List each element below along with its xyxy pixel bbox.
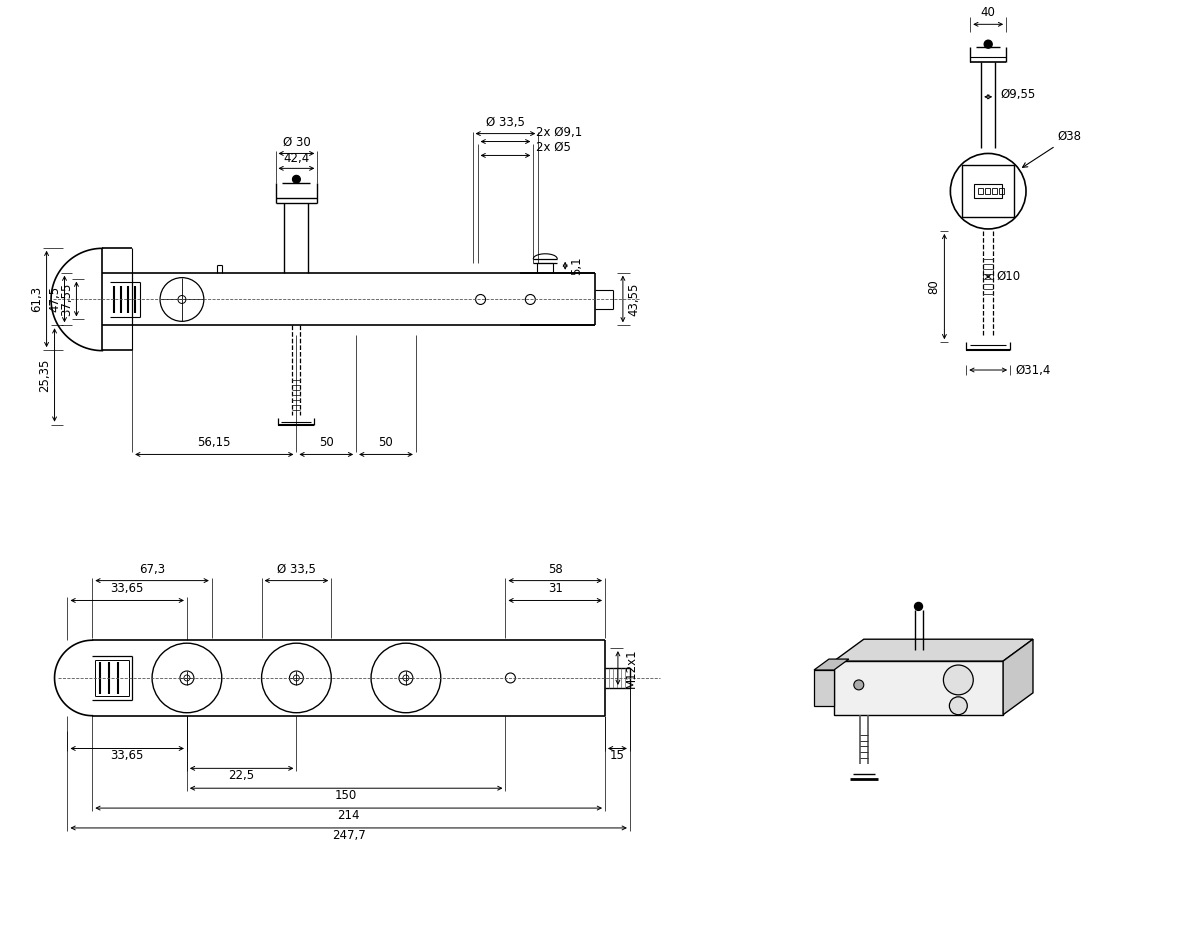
Text: M12x1: M12x1 [625,648,638,688]
Text: 22,5: 22,5 [229,769,254,782]
Bar [962,165,1014,217]
Text: Ø31,4: Ø31,4 [1015,363,1050,377]
Text: 2x Ø5: 2x Ø5 [536,141,571,153]
Text: 2x Ø9,1: 2x Ø9,1 [536,126,582,139]
Text: 50: 50 [319,437,334,450]
Circle shape [943,665,973,695]
Circle shape [184,675,190,681]
Bar [985,188,990,194]
Circle shape [293,176,300,183]
Text: 31: 31 [547,582,563,595]
Text: 247,7: 247,7 [331,829,366,842]
Text: 50: 50 [379,437,394,450]
Circle shape [984,40,992,48]
Text: 40: 40 [980,7,996,20]
Text: 61,3: 61,3 [30,285,43,312]
Text: 25,35: 25,35 [38,359,52,392]
Text: 33,65: 33,65 [110,749,144,762]
Text: 56,15: 56,15 [198,437,232,450]
Text: Ø9,55: Ø9,55 [1000,88,1036,101]
Bar [974,184,1002,198]
Text: 47,5: 47,5 [48,285,61,312]
Polygon shape [814,659,848,670]
Text: Ø 33,5: Ø 33,5 [277,562,316,576]
Text: 214: 214 [337,809,360,822]
Circle shape [403,675,409,681]
Text: 37,55: 37,55 [60,283,73,316]
Bar [978,188,983,194]
Polygon shape [834,661,1003,715]
Polygon shape [814,670,834,706]
Text: Ø 33,5: Ø 33,5 [486,115,524,129]
Text: 5,1: 5,1 [570,256,583,275]
Text: Ø10: Ø10 [996,270,1020,284]
Text: 33,65: 33,65 [110,582,144,595]
Text: 80: 80 [928,279,941,294]
Text: 15: 15 [610,749,625,762]
Text: 67,3: 67,3 [139,562,166,576]
Bar [1000,188,1004,194]
Circle shape [914,603,923,610]
Text: 42,4: 42,4 [283,152,310,165]
Circle shape [854,680,864,690]
Circle shape [949,697,967,715]
Bar [992,188,997,194]
Text: 58: 58 [548,562,563,576]
Text: Ø38: Ø38 [1022,131,1082,167]
Circle shape [294,675,299,681]
Text: Ø 30: Ø 30 [282,135,311,148]
Polygon shape [834,639,1033,661]
Text: 150: 150 [335,789,358,802]
Polygon shape [1003,639,1033,715]
Text: 43,55: 43,55 [628,283,641,316]
